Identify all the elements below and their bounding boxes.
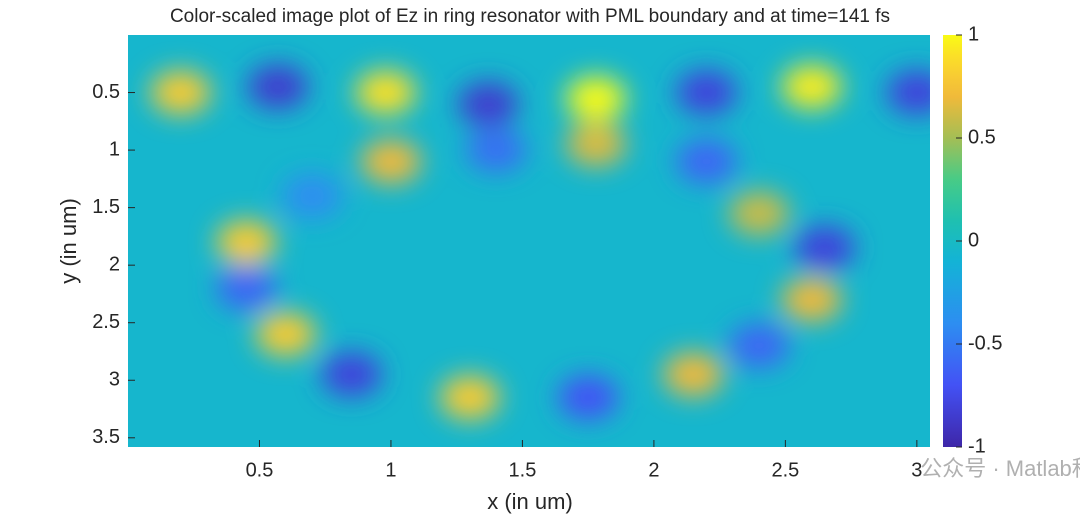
x-tick-label: 0.5 xyxy=(246,459,274,481)
y-tick-label: 3.5 xyxy=(92,426,120,448)
field-blob xyxy=(729,323,790,368)
field-blob xyxy=(663,352,724,397)
field-blob xyxy=(729,191,790,236)
field-blob xyxy=(676,70,737,115)
colorbar-tick-label: -0.5 xyxy=(968,332,1002,354)
field-blob xyxy=(247,64,308,109)
x-tick-label: 2.5 xyxy=(771,459,799,481)
field-blob xyxy=(255,312,316,357)
field-blob xyxy=(216,266,277,311)
field-blob xyxy=(282,174,343,219)
colorbar-tick-label: 0.5 xyxy=(968,126,996,148)
field-blob xyxy=(566,76,627,121)
y-tick-label: 0.5 xyxy=(92,81,120,103)
chart-title: Color-scaled image plot of Ez in ring re… xyxy=(170,6,890,27)
x-tick-label: 1.5 xyxy=(509,459,537,481)
field-blob xyxy=(360,139,421,184)
x-tick-label: 2 xyxy=(648,459,659,481)
y-tick-label: 2.5 xyxy=(92,311,120,333)
y-tick-label: 1.5 xyxy=(92,196,120,218)
y-axis-label: y (in um) xyxy=(56,198,81,284)
field-blob xyxy=(794,225,855,270)
field-blob xyxy=(458,82,519,127)
y-tick-label: 3 xyxy=(109,369,120,391)
watermark: 公众号 · Matlab科研助手 xyxy=(920,456,1080,481)
x-tick-label: 3 xyxy=(911,459,922,481)
x-axis-label: x (in um) xyxy=(487,489,573,514)
x-tick-label: 1 xyxy=(385,459,396,481)
field-blob xyxy=(558,375,619,420)
y-tick-label: 2 xyxy=(109,253,120,275)
colorbar-tick-label: -1 xyxy=(968,435,986,457)
field-blob xyxy=(355,70,416,115)
blobs xyxy=(150,64,930,420)
field-blob xyxy=(321,352,382,397)
colorbar-tick-label: 1 xyxy=(968,23,979,45)
field xyxy=(128,35,930,447)
field-blob xyxy=(781,64,842,109)
field-blob xyxy=(566,122,627,167)
colorbar-tick-label: 0 xyxy=(968,229,979,251)
field-blob xyxy=(781,277,842,322)
field-blob xyxy=(216,220,277,265)
field-blob xyxy=(676,139,737,184)
field-blob xyxy=(439,375,500,420)
y-tick-label: 1 xyxy=(109,138,120,160)
field-blob xyxy=(466,128,527,173)
field-blob xyxy=(150,70,211,115)
field-blob xyxy=(886,70,930,115)
